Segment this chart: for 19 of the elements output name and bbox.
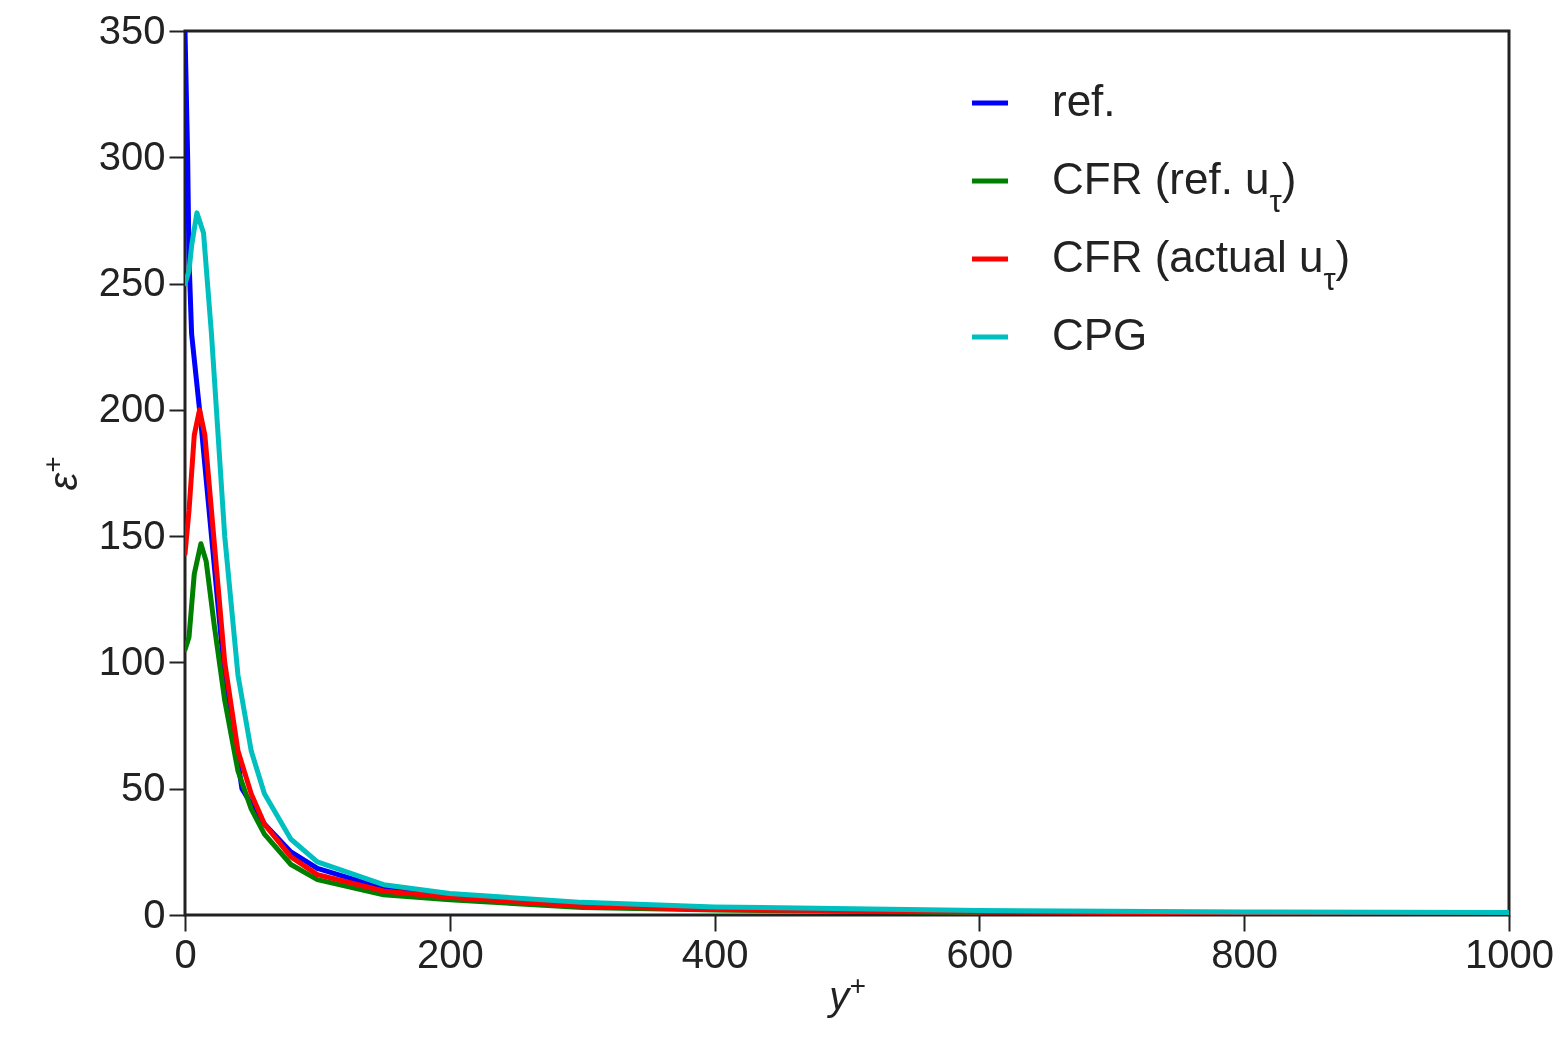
y-tick-label: 150 xyxy=(98,512,166,557)
y-tick-label: 0 xyxy=(143,891,166,936)
y-tick-label: 200 xyxy=(98,386,166,431)
x-tick-label: 200 xyxy=(416,931,484,976)
x-tick-label: 800 xyxy=(1211,931,1279,976)
y-tick-label: 50 xyxy=(121,765,166,810)
y-tick-label: 100 xyxy=(98,638,166,683)
y-tick-label: 350 xyxy=(98,7,166,52)
legend-label: CPG xyxy=(1052,310,1148,359)
legend-label: ref. xyxy=(1052,76,1116,125)
y-tick-label: 250 xyxy=(98,260,166,305)
x-tick-label: 400 xyxy=(681,931,749,976)
x-axis-title: y$^{+}$ xyxy=(826,969,866,1018)
y-tick-label: 300 xyxy=(98,133,166,178)
x-tick-label: 0 xyxy=(174,931,197,976)
legend-label: CFR (actual u$_{τ}$) xyxy=(1052,232,1351,297)
x-tick-label: 1000 xyxy=(1465,931,1554,976)
x-tick-label: 600 xyxy=(946,931,1014,976)
legend-label: CFR (ref. u$_{τ}$) xyxy=(1052,154,1297,219)
